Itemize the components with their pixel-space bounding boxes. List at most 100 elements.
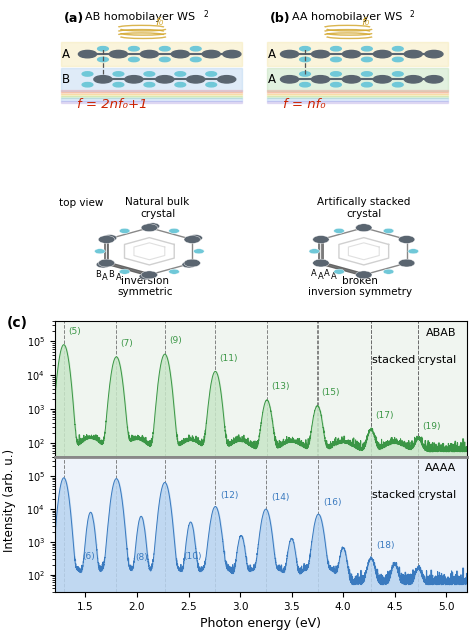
Circle shape — [144, 71, 155, 76]
Text: (16): (16) — [324, 498, 342, 507]
Bar — [267, 92, 448, 94]
Circle shape — [330, 57, 341, 62]
Text: (a): (a) — [64, 12, 84, 25]
Circle shape — [128, 57, 139, 62]
Circle shape — [156, 76, 174, 83]
Text: (11): (11) — [219, 353, 238, 362]
Text: (18): (18) — [376, 541, 395, 550]
Circle shape — [400, 260, 414, 267]
Circle shape — [202, 50, 220, 58]
Circle shape — [119, 228, 130, 234]
Text: (17): (17) — [375, 412, 393, 420]
Circle shape — [96, 262, 110, 268]
Circle shape — [404, 50, 422, 58]
Circle shape — [113, 71, 124, 76]
Text: B: B — [95, 270, 101, 279]
Circle shape — [383, 269, 394, 274]
Circle shape — [125, 76, 143, 83]
Circle shape — [141, 224, 157, 232]
Circle shape — [82, 71, 93, 76]
Circle shape — [98, 47, 109, 51]
Circle shape — [314, 260, 328, 267]
Circle shape — [281, 50, 299, 58]
Circle shape — [223, 50, 241, 58]
Bar — [267, 90, 448, 92]
Text: A: A — [318, 272, 323, 281]
Circle shape — [119, 269, 130, 274]
Circle shape — [103, 235, 117, 241]
Circle shape — [109, 50, 128, 58]
Circle shape — [314, 236, 328, 243]
Text: B: B — [62, 73, 70, 86]
Circle shape — [356, 224, 372, 232]
Text: inversion
symmetric: inversion symmetric — [118, 276, 173, 297]
Circle shape — [182, 262, 196, 268]
Circle shape — [300, 47, 310, 51]
Text: top view: top view — [59, 198, 103, 208]
Text: B: B — [109, 270, 114, 279]
Circle shape — [113, 82, 124, 87]
X-axis label: Photon energy (eV): Photon energy (eV) — [200, 618, 321, 630]
Circle shape — [169, 269, 180, 274]
Text: (5): (5) — [68, 327, 81, 336]
Text: A: A — [268, 48, 276, 61]
Text: 2: 2 — [410, 10, 415, 19]
Text: Natural bulk
crystal: Natural bulk crystal — [126, 197, 190, 219]
Bar — [61, 98, 242, 101]
Circle shape — [300, 71, 310, 76]
Text: f₀: f₀ — [155, 17, 164, 27]
Text: (c): (c) — [7, 316, 28, 330]
Circle shape — [309, 249, 319, 254]
Text: (12): (12) — [220, 491, 239, 500]
Bar — [61, 92, 242, 94]
Circle shape — [425, 76, 443, 83]
Text: Artifically stacked
crystal: Artifically stacked crystal — [317, 197, 410, 219]
Circle shape — [300, 57, 310, 62]
Text: A: A — [331, 272, 337, 281]
Circle shape — [392, 82, 403, 87]
Circle shape — [330, 47, 341, 51]
Circle shape — [141, 271, 157, 279]
Circle shape — [357, 272, 371, 278]
Circle shape — [356, 271, 372, 279]
Circle shape — [392, 57, 403, 62]
Circle shape — [311, 76, 329, 83]
Circle shape — [342, 50, 361, 58]
Circle shape — [191, 47, 201, 51]
Bar — [267, 94, 448, 96]
Text: f = 2nf₀+1: f = 2nf₀+1 — [77, 98, 148, 111]
Bar — [61, 42, 242, 66]
Text: A: A — [102, 272, 108, 282]
Circle shape — [330, 71, 341, 76]
Circle shape — [159, 57, 170, 62]
Circle shape — [144, 82, 155, 87]
Circle shape — [128, 47, 139, 51]
Circle shape — [98, 57, 109, 62]
Circle shape — [206, 82, 217, 87]
Circle shape — [191, 57, 201, 62]
Circle shape — [362, 71, 372, 76]
Text: stacked crystal: stacked crystal — [373, 355, 456, 365]
Circle shape — [362, 82, 372, 87]
Circle shape — [94, 249, 105, 254]
Text: (13): (13) — [271, 382, 290, 391]
Circle shape — [159, 47, 170, 51]
Bar — [61, 96, 242, 98]
Text: (15): (15) — [321, 388, 340, 397]
Circle shape — [408, 249, 419, 254]
Text: (7): (7) — [120, 339, 133, 348]
Circle shape — [404, 76, 422, 83]
Circle shape — [175, 71, 186, 76]
Circle shape — [399, 259, 415, 267]
Circle shape — [193, 249, 204, 254]
Text: (10): (10) — [183, 552, 202, 561]
Circle shape — [392, 47, 403, 51]
Circle shape — [342, 76, 361, 83]
Circle shape — [98, 235, 115, 244]
Circle shape — [374, 76, 392, 83]
Text: f = nf₀: f = nf₀ — [283, 98, 326, 111]
Circle shape — [311, 50, 329, 58]
Circle shape — [184, 235, 201, 244]
Circle shape — [82, 82, 93, 87]
Text: A: A — [310, 269, 316, 278]
